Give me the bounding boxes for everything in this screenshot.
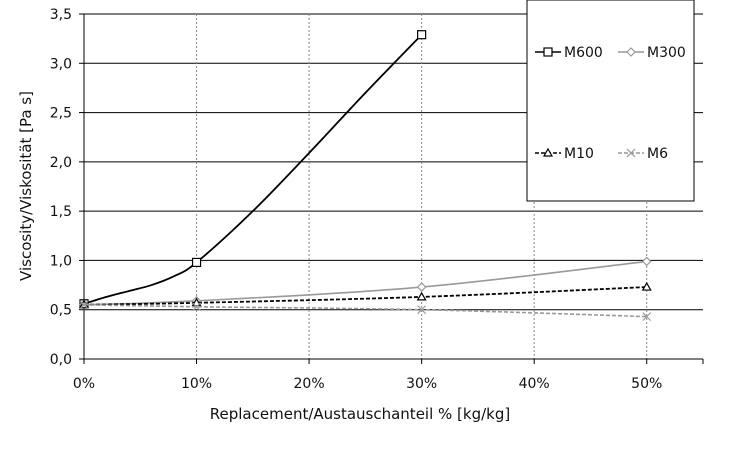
legend-marker-m10 [542,147,554,157]
data-point-m10 [641,281,652,291]
legend-entry-m6: M6 [618,146,668,162]
x-tick-label: 10% [181,376,212,392]
legend-marker-m6 [626,148,636,158]
legend: M600 M300 M10 M6 [526,0,695,202]
data-point-m300 [641,256,652,267]
legend-box [526,0,695,202]
data-point-m6 [417,305,427,315]
data-point-m300 [416,282,427,292]
series-m6 [79,300,652,322]
legend-entry-m10: M10 [535,146,594,162]
y-tick-label: 2,5 [50,106,72,122]
y-tick-label: 1,5 [50,204,72,220]
y-tick-label: 0,5 [50,303,72,319]
legend-label-m6: M6 [647,146,668,162]
x-tick-label: 40% [519,376,550,392]
data-point-m10 [416,291,427,301]
legend-entry-m300: M300 [618,45,686,61]
x-tick-label: 0% [73,376,95,392]
series-m600 [79,30,427,309]
series-group [78,30,652,322]
y-axis-label: Viscosity/Viskosität [Pa s] [17,91,35,281]
y-tick-label: 3,0 [50,56,72,72]
data-point-m600 [191,257,202,267]
data-point-m6 [192,302,201,312]
legend-label-m600: M600 [564,45,603,61]
x-tick-label: 30% [406,376,437,392]
series-line-m600 [83,34,423,305]
series-m10 [78,281,652,309]
y-tick-label: 0,0 [50,352,72,368]
x-tick-label: 50% [631,376,662,392]
x-axis-label: Replacement/Austauschanteil % [kg/kg] [210,405,510,423]
legend-entry-m600: M600 [535,45,603,61]
x-tick-label: 20% [294,376,325,392]
series-line-m10 [83,286,647,306]
data-point-m600 [417,30,427,40]
tick-labels: 0,0 0,5 1,0 1,5 2,0 2,5 3,0 3,5 0% 10% 20% 30% 40% 50… [50,7,663,392]
series-m300 [79,256,652,310]
data-point-m6 [79,300,89,310]
series-line-m300 [83,260,647,306]
data-point-m6 [642,312,652,322]
y-tick-label: 2,0 [50,155,72,171]
legend-label-m10: M10 [564,146,594,162]
legend-marker-m600 [543,47,553,57]
y-tick-label: 1,0 [50,253,72,269]
legend-marker-m300 [626,47,636,57]
series-line-m6 [83,303,647,318]
legend-label-m300: M300 [647,45,686,61]
y-tick-label: 3,5 [50,7,72,23]
